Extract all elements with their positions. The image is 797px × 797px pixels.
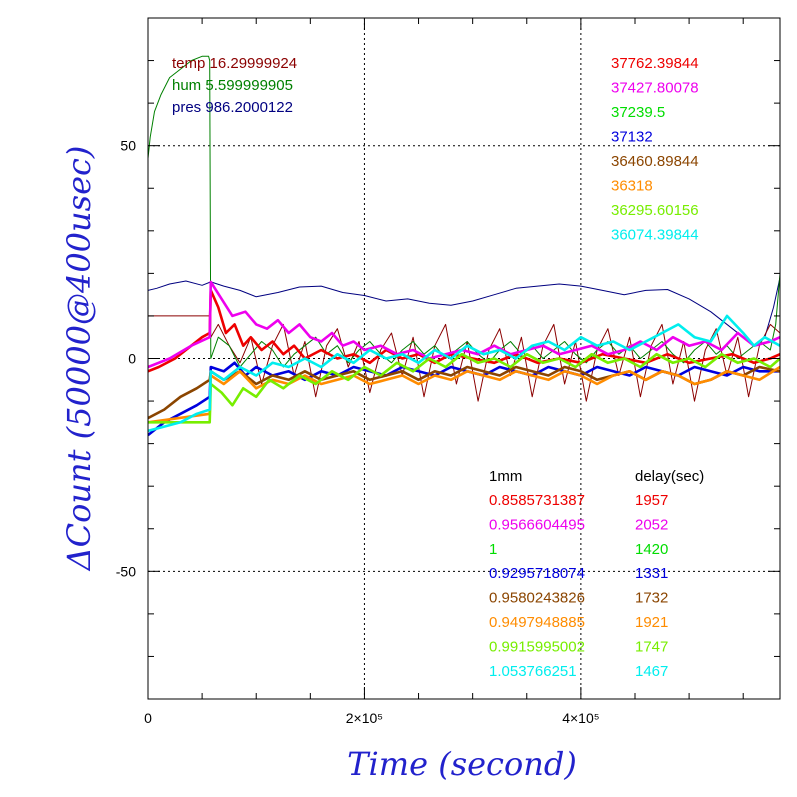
table-delay-4: 1732 bbox=[635, 590, 668, 607]
table-legend: 1mm delay(sec) 0.8585731387 1957 0.956660449… bbox=[489, 468, 704, 680]
env-legend-item-1: hum 5.599999905 bbox=[172, 77, 293, 94]
y-tick-label-1: 0 bbox=[128, 351, 136, 367]
top-legend-item-4: 36460.89844 bbox=[611, 153, 699, 170]
series-line-8 bbox=[148, 352, 780, 424]
table-delay-5: 1921 bbox=[635, 614, 668, 631]
table-ratio-7: 1.053766251 bbox=[489, 663, 577, 680]
top-legend-item-7: 36074.39844 bbox=[611, 227, 699, 244]
top-legend-item-5: 36318 bbox=[611, 178, 653, 195]
series-line-0 bbox=[148, 277, 780, 347]
y-tick-label-0: 50 bbox=[120, 138, 136, 154]
top-legend-item-2: 37239.5 bbox=[611, 104, 665, 121]
env-legend-item-2: pres 986.2000122 bbox=[172, 99, 293, 116]
table-header-delay: delay(sec) bbox=[635, 468, 704, 485]
top-legend-item-1: 37427.80078 bbox=[611, 80, 699, 97]
series-line-7 bbox=[148, 365, 780, 424]
series-line-9 bbox=[148, 314, 780, 433]
top-legend-item-6: 36295.60156 bbox=[611, 202, 699, 219]
table-ratio-2: 1 bbox=[489, 541, 497, 558]
x-axis-title: Time (second) bbox=[347, 745, 577, 783]
top-legend-item-0: 37762.39844 bbox=[611, 55, 699, 72]
x-tick-label-2: 4×10⁵ bbox=[562, 710, 599, 726]
table-delay-1: 2052 bbox=[635, 516, 668, 533]
table-ratio-4: 0.9580243826 bbox=[489, 590, 585, 607]
x-tick-label-1: 2×10⁵ bbox=[346, 710, 383, 726]
table-delay-6: 1747 bbox=[635, 638, 668, 655]
env-legend-item-0: temp 16.29999924 bbox=[172, 55, 297, 72]
table-ratio-5: 0.9497948885 bbox=[489, 614, 585, 631]
table-header-ratio: 1mm bbox=[489, 468, 522, 485]
env-legend: temp 16.29999924 hum 5.599999905 pres 986.… bbox=[172, 55, 297, 116]
y-tick-label-2: -50 bbox=[116, 563, 136, 579]
table-ratio-1: 0.9566604495 bbox=[489, 516, 585, 533]
axis-ticks bbox=[147, 18, 780, 699]
y-axis-title: ΔCount (50000@400usec) bbox=[60, 146, 98, 573]
table-delay-0: 1957 bbox=[635, 492, 668, 509]
top-legend: 37762.39844 37427.80078 37239.5 37132 36460.… bbox=[611, 55, 699, 244]
tick-labels: 0 2×10⁵ 4×10⁵ 50 0 -50 bbox=[116, 138, 600, 726]
table-delay-3: 1331 bbox=[635, 565, 668, 582]
series-lines bbox=[148, 55, 780, 437]
top-legend-item-3: 37132 bbox=[611, 129, 653, 146]
table-delay-7: 1467 bbox=[635, 663, 668, 680]
x-tick-label-0: 0 bbox=[144, 710, 152, 726]
table-ratio-3: 0.9295718074 bbox=[489, 565, 585, 582]
table-ratio-6: 0.9915995002 bbox=[489, 638, 585, 655]
table-ratio-0: 0.8585731387 bbox=[489, 492, 585, 509]
table-delay-2: 1420 bbox=[635, 541, 668, 558]
